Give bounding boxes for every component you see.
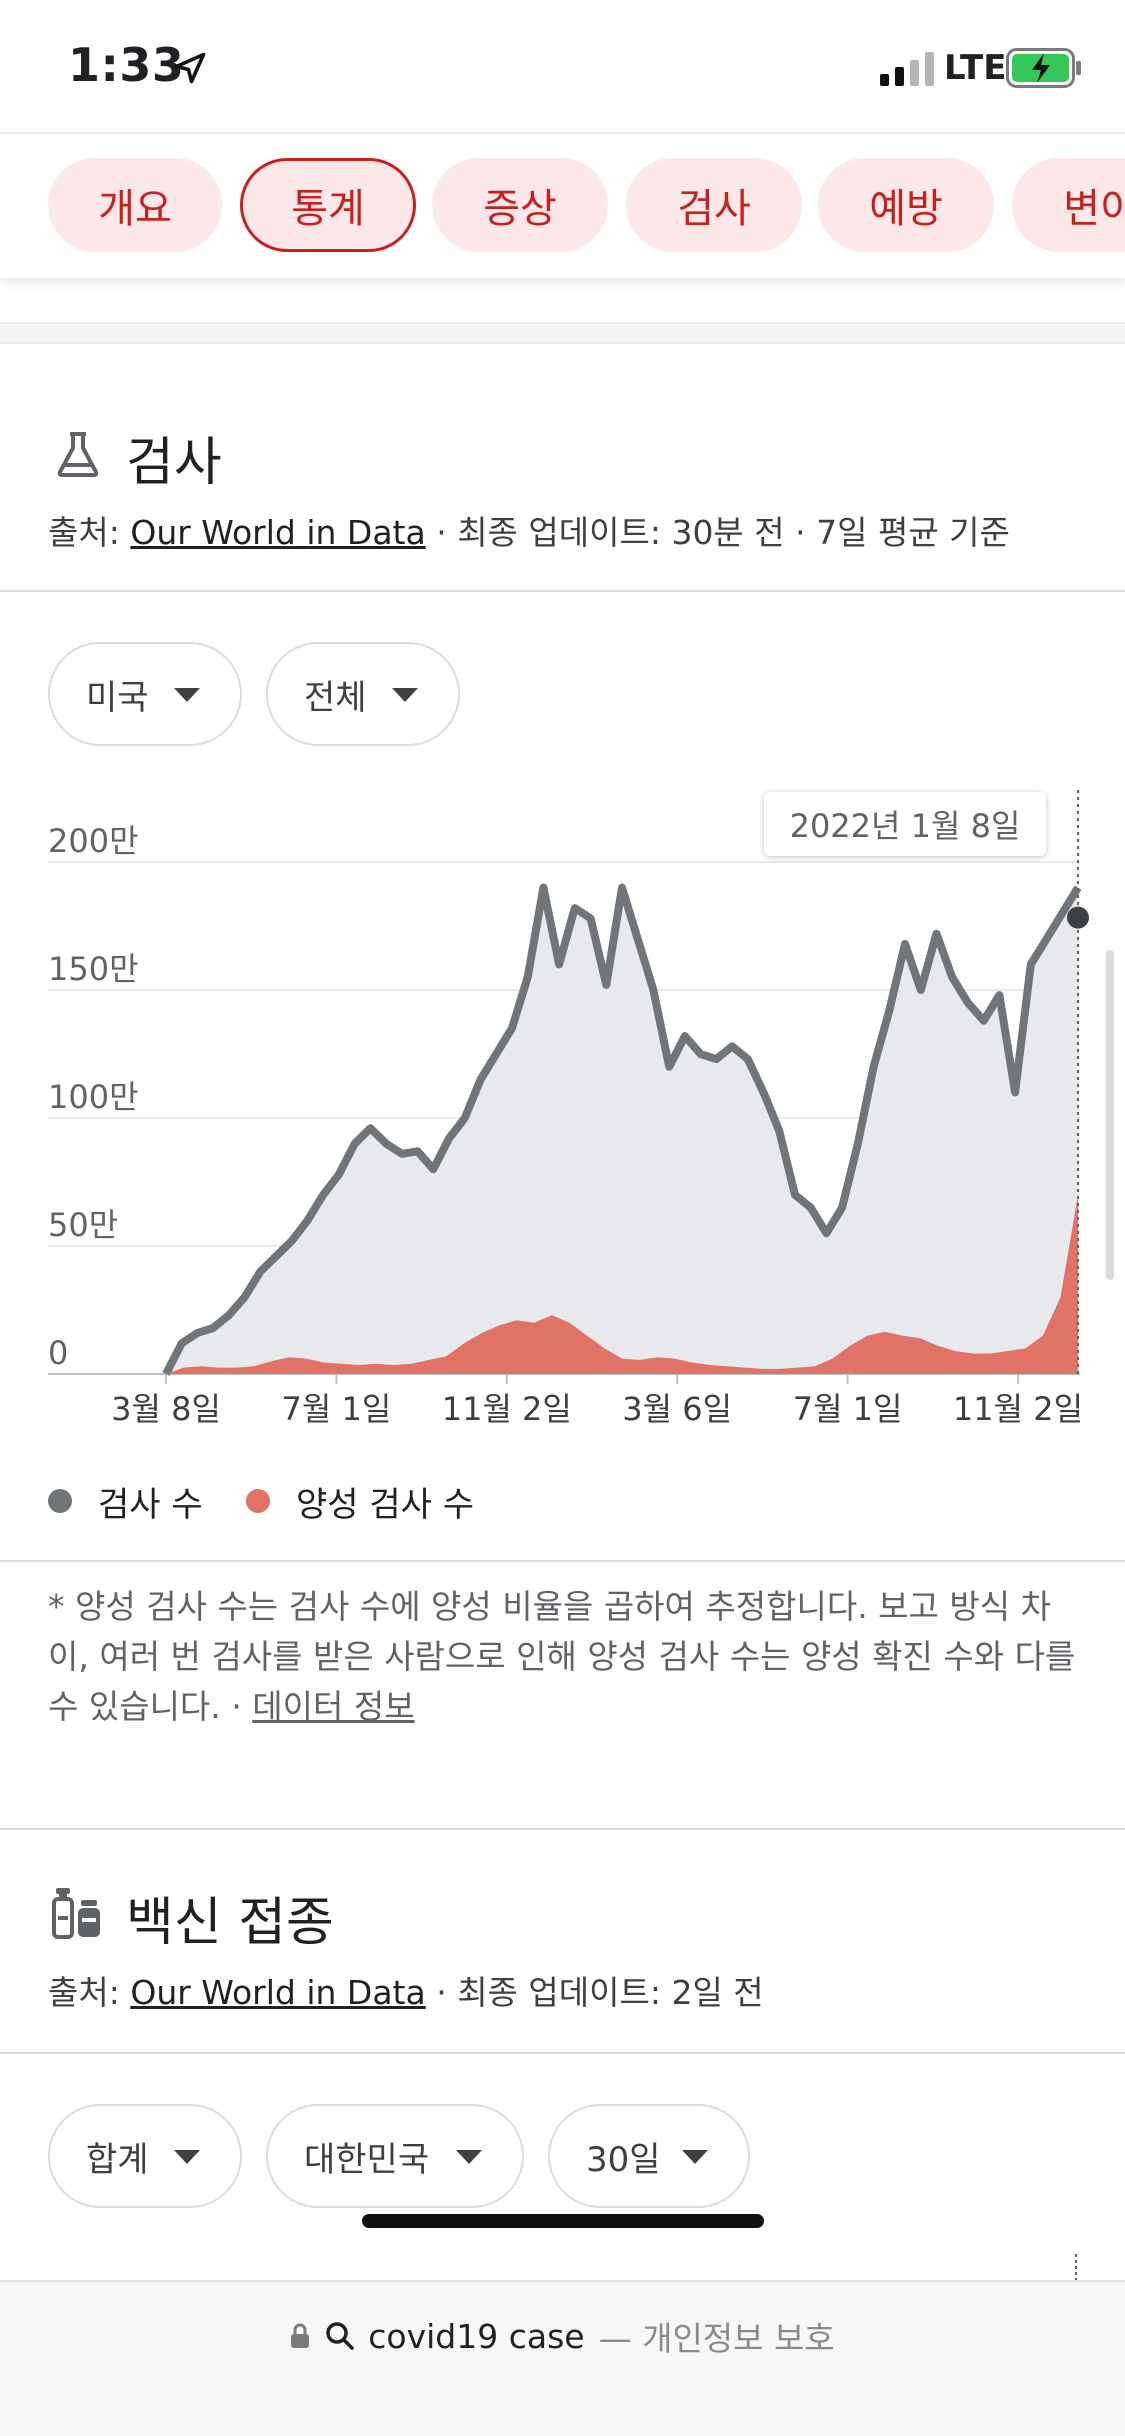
topic-tabs: 개요 통계 증상 검사 예방 변이 bbox=[0, 132, 1125, 278]
tab-symptoms[interactable]: 증상 bbox=[432, 158, 608, 252]
legend-item-tests: 검사 수 bbox=[48, 1476, 203, 1526]
x-tick-label: 7월 1일 bbox=[793, 1390, 903, 1428]
legend-dot bbox=[48, 1489, 72, 1513]
scrollbar[interactable] bbox=[1106, 950, 1114, 1280]
data-info-link[interactable]: 데이터 정보 bbox=[252, 1687, 415, 1726]
status-bar: 1:33 LTE bbox=[0, 0, 1125, 132]
caret-down-icon bbox=[392, 688, 418, 702]
caret-down-icon bbox=[174, 688, 200, 702]
source-prefix: 출처: bbox=[48, 1973, 120, 2012]
legend-label: 양성 검사 수 bbox=[296, 1484, 475, 1525]
testing-note: * 양성 검사 수는 검사 수에 양성 비율을 곱하여 추정합니다. 보고 방식… bbox=[48, 1582, 1088, 1732]
tests-line bbox=[162, 883, 1082, 1376]
lock-icon bbox=[291, 2323, 310, 2348]
caret-down-icon bbox=[174, 2150, 200, 2164]
testing-section-title: 검사 bbox=[126, 433, 222, 493]
vaccine-section-title: 백신 접종 bbox=[126, 1893, 334, 1953]
home-indicator bbox=[362, 2214, 764, 2228]
browser-bottom-bar: covid19 case — 개인정보 보호 bbox=[0, 2280, 1125, 2436]
search-icon bbox=[326, 2322, 355, 2350]
country-dropdown-value: 미국 bbox=[86, 677, 149, 718]
testing-chart[interactable]: 0 50만 100만 150만 200만 3월 8일 7월 1일 11월 2일 3월 6일 7월 … bbox=[0, 780, 1125, 1440]
tab-testing[interactable]: 검사 bbox=[626, 158, 802, 252]
update-info: · 최종 업데이트: 30분 전 · 7일 평균 기준 bbox=[425, 513, 1010, 552]
vaccine-country-value: 대한민국 bbox=[304, 2139, 430, 2180]
source-link[interactable]: Our World in Data bbox=[130, 1973, 426, 2012]
tab-prevention[interactable]: 예방 bbox=[818, 158, 994, 252]
country-dropdown[interactable]: 미국 bbox=[48, 642, 242, 746]
range-dropdown-value: 30일 bbox=[586, 2139, 661, 2180]
divider bbox=[0, 1560, 1125, 1562]
scope-dropdown-value: 전체 bbox=[304, 677, 367, 718]
flask-icon bbox=[57, 432, 99, 477]
y-tick-label: 0 bbox=[48, 1334, 68, 1372]
location-arrow-icon bbox=[174, 52, 206, 84]
vaccine-country-dropdown[interactable]: 대한민국 bbox=[266, 2104, 524, 2208]
testing-source-line: 출처: Our World in Data · 최종 업데이트: 30분 전 ·… bbox=[48, 506, 1010, 554]
legend-label: 검사 수 bbox=[98, 1484, 203, 1525]
cellular-signal-icon bbox=[880, 52, 934, 86]
privacy-label: — 개인정보 보호 bbox=[598, 2319, 835, 2358]
battery-charging-icon bbox=[1006, 48, 1081, 88]
source-prefix: 출처: bbox=[48, 513, 120, 552]
source-link[interactable]: Our World in Data bbox=[130, 513, 426, 552]
x-tick-label: 3월 6일 bbox=[622, 1390, 732, 1428]
scope-dropdown[interactable]: 전체 bbox=[266, 642, 460, 746]
y-tick-label: 50만 bbox=[48, 1206, 118, 1244]
note-separator: · bbox=[220, 1687, 253, 1726]
legend-dot bbox=[246, 1489, 270, 1513]
network-type-label: LTE bbox=[944, 48, 1007, 88]
range-dropdown[interactable]: 30일 bbox=[548, 2104, 750, 2208]
divider bbox=[0, 590, 1125, 592]
y-tick-label: 100만 bbox=[48, 1078, 139, 1116]
x-tick-label: 7월 1일 bbox=[282, 1390, 392, 1428]
divider bbox=[0, 2052, 1125, 2054]
metric-dropdown[interactable]: 합계 bbox=[48, 2104, 242, 2208]
update-info: · 최종 업데이트: 2일 전 bbox=[425, 1973, 764, 2012]
y-tick-label: 150만 bbox=[48, 950, 139, 988]
x-tick-label: 11월 2일 bbox=[442, 1390, 572, 1428]
caret-down-icon bbox=[456, 2150, 482, 2164]
url-row[interactable]: covid19 case — 개인정보 보호 bbox=[0, 2312, 1125, 2360]
note-text: * 양성 검사 수는 검사 수에 양성 비율을 곱하여 추정합니다. 보고 방식… bbox=[48, 1587, 1076, 1726]
chart-tooltip-date: 2022년 1월 8일 bbox=[764, 792, 1046, 856]
x-tick-label: 11월 2일 bbox=[953, 1390, 1083, 1428]
metric-dropdown-value: 합계 bbox=[86, 2139, 149, 2180]
vaccine-vials-icon bbox=[52, 1888, 100, 1939]
tab-overview[interactable]: 개요 bbox=[48, 158, 222, 252]
section-separator bbox=[0, 322, 1125, 344]
divider bbox=[0, 1828, 1125, 1830]
vaccine-source-line: 출처: Our World in Data · 최종 업데이트: 2일 전 bbox=[48, 1966, 764, 2014]
cursor-dot bbox=[1067, 906, 1089, 929]
status-time: 1:33 bbox=[68, 38, 185, 92]
tab-statistics[interactable]: 통계 bbox=[240, 158, 416, 252]
y-tick-label: 200만 bbox=[48, 822, 139, 860]
caret-down-icon bbox=[682, 2150, 708, 2164]
tab-variants[interactable]: 변이 bbox=[1012, 158, 1125, 252]
legend-item-positive: 양성 검사 수 bbox=[246, 1476, 474, 1526]
positive-tests-area bbox=[166, 1194, 1078, 1374]
tests-area bbox=[166, 887, 1078, 1374]
url-text: covid19 case bbox=[368, 2316, 585, 2356]
chart-cursor-line bbox=[1075, 2254, 1077, 2280]
x-tick-label: 3월 8일 bbox=[111, 1390, 221, 1428]
